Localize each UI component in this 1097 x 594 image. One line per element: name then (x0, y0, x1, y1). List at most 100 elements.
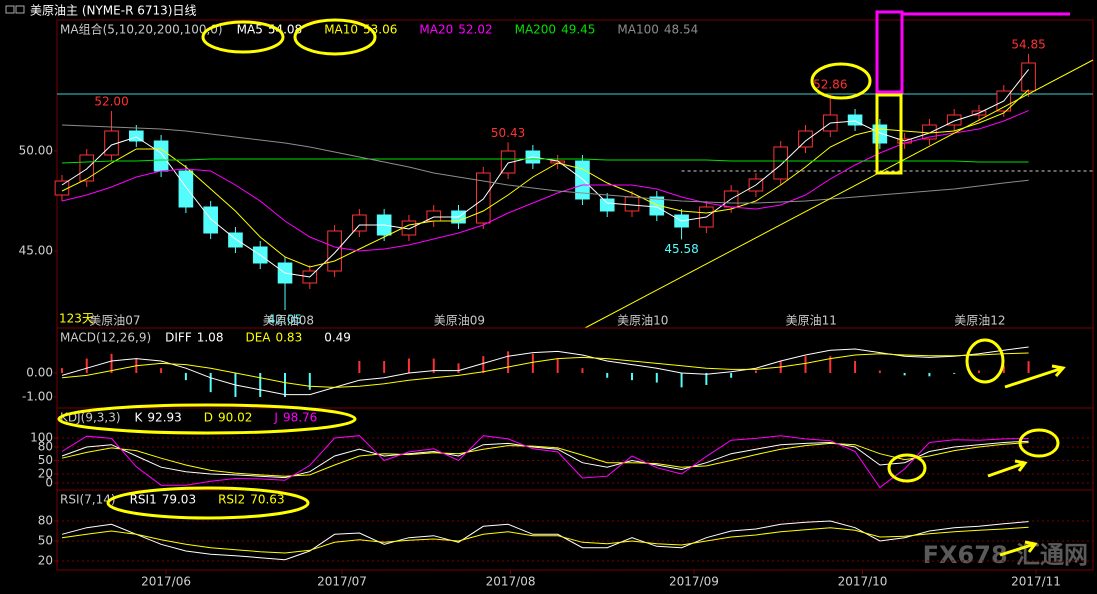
legend-text: DEA (245, 331, 271, 345)
y-tick-label: 50 (38, 534, 53, 548)
arrow (987, 461, 1026, 478)
y-tick-label: 50.00 (19, 144, 53, 158)
annotations (57, 10, 1070, 557)
contract-label: 美原油12 (954, 314, 1005, 328)
legend-text: 53.06 (363, 23, 397, 37)
series-line (61, 520, 1029, 561)
series-line (61, 124, 1029, 204)
legend-text: 92.93 (147, 411, 181, 425)
x-tick-label: 2017/08 (486, 575, 536, 589)
extreme-label: 54.85 (1011, 38, 1045, 52)
legend-text: 0.83 (275, 331, 302, 345)
window-title: 美原油主 (NYME-R 6713)日线 (30, 4, 196, 18)
candle-body (1021, 62, 1036, 92)
contract-label: 美原油10 (617, 314, 668, 328)
arrow-head (1051, 364, 1066, 377)
window-icon[interactable] (5, 5, 15, 14)
legend-text: MA5 (237, 23, 263, 37)
legend-text: 1.08 (197, 331, 224, 345)
extreme-label: 50.43 (491, 126, 525, 140)
contract-label: 美原油07 (89, 314, 140, 328)
arrow-head (1024, 540, 1038, 553)
extreme-label: 52.86 (813, 77, 847, 91)
legend-text: 79.03 (162, 493, 196, 507)
legend-text: K (135, 411, 144, 425)
candle-body (79, 154, 95, 182)
series-line (61, 158, 1029, 164)
series-line (61, 352, 1029, 388)
series-line (61, 526, 1029, 554)
y-tick-label: 100 (30, 430, 53, 444)
contract-label: 美原油08 (263, 314, 314, 328)
legend-text: 98.76 (283, 411, 317, 425)
highlight-ellipse (106, 486, 310, 520)
candle-body (798, 130, 813, 148)
series-line (61, 89, 1029, 268)
legend-text: 54.08 (268, 23, 302, 37)
y-tick-label: 0 (45, 475, 53, 489)
series-line (61, 435, 1029, 489)
legend-text: MA20 (419, 23, 453, 37)
highlight-ellipse (965, 338, 1005, 384)
legend-text: DIFF (165, 331, 192, 345)
legend-text: J (273, 411, 278, 425)
series-line (61, 442, 1029, 477)
highlight-ellipse (57, 403, 357, 435)
highlight-ellipse (201, 20, 285, 54)
candle-body (847, 114, 863, 126)
highlight-box (875, 10, 904, 94)
legend-text: MA组合(5,10,20,200,100,0) (60, 22, 223, 37)
candle-body (872, 124, 888, 144)
y-tick-label: 80 (38, 439, 53, 453)
arrow-head (1014, 459, 1028, 472)
highlight-ellipse (293, 18, 377, 56)
series-line (61, 110, 1029, 252)
candle-body (178, 170, 194, 208)
trend-line (584, 59, 1094, 329)
contract-label: 美原油09 (434, 314, 485, 328)
highlight-box (875, 93, 903, 175)
extreme-label: 45.58 (664, 242, 698, 256)
x-tick-label: 2017/07 (317, 575, 367, 589)
candle-body (203, 206, 218, 234)
legend-text: 70.63 (250, 493, 284, 507)
candle-body (327, 230, 342, 272)
legend-text: D (204, 411, 213, 425)
watermark: FX678 汇通网 (923, 541, 1088, 569)
arrow (1004, 366, 1064, 389)
candle-body (54, 180, 70, 196)
series-line (61, 440, 1029, 479)
candle-body (599, 198, 615, 212)
candle-body (624, 196, 640, 212)
legend-text: 0.49 (324, 331, 351, 345)
legend-text: RSI1 (130, 493, 157, 507)
arrow (999, 542, 1036, 557)
y-tick-label: 80 (38, 514, 53, 528)
legend-text: 49.45 (561, 23, 595, 37)
candle-body (128, 130, 144, 142)
legend-text: RSI2 (218, 493, 245, 507)
highlight-ellipse (810, 62, 872, 100)
y-tick-label: 0.00 (26, 365, 53, 379)
legend-text: RSI(7,14) (60, 493, 116, 507)
panel-frame (56, 489, 1094, 571)
extreme-label: 42.05 (268, 313, 302, 327)
x-tick-label: 2017/11 (1011, 575, 1061, 589)
x-tick-label: 2017/09 (669, 575, 719, 589)
window-icon[interactable] (15, 5, 25, 14)
y-tick-label: -1.00 (22, 389, 53, 403)
highlight-ellipse (1018, 428, 1060, 458)
legend-text: MACD(12,26,9) (60, 331, 151, 345)
contract-label: 美原油11 (786, 314, 837, 328)
candle-body (946, 114, 962, 126)
legend-text: 52.02 (458, 23, 492, 37)
legend-text: MA10 (324, 23, 358, 37)
y-tick-label: 50 (38, 453, 53, 467)
y-tick-label: 45.00 (19, 244, 53, 258)
legend-text: 48.54 (664, 23, 698, 37)
candle-body (475, 172, 491, 224)
candle-body (352, 214, 367, 232)
x-tick-label: 2017/06 (141, 575, 191, 589)
